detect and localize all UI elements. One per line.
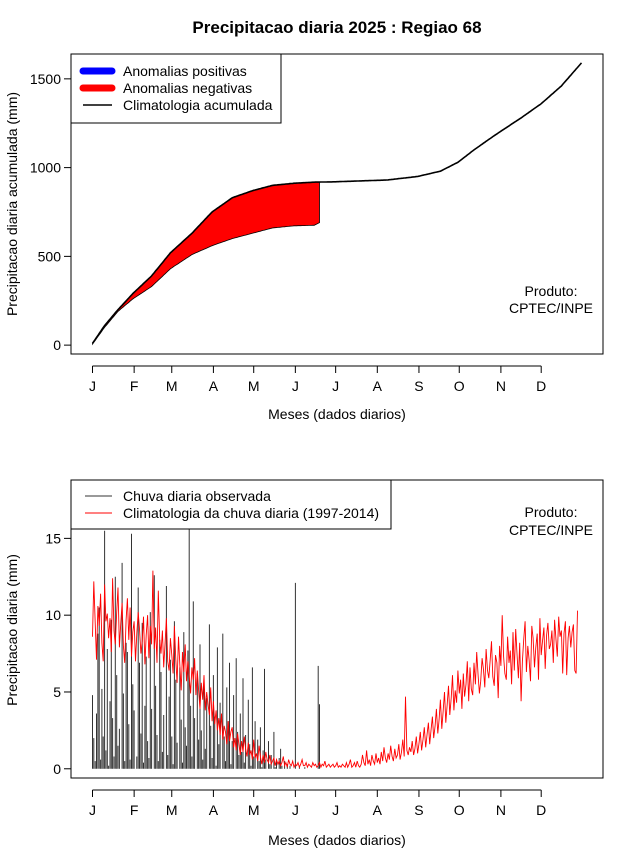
x-daily-tick-label: J (332, 802, 339, 818)
x-cumulative-tick-label: D (536, 378, 546, 394)
y-cumulative-tick-label: 1000 (30, 160, 61, 176)
x-cumulative-tick-label: J (89, 378, 96, 394)
x-cumulative-tick-label: M (166, 378, 178, 394)
x-cumulative-tick-label: A (209, 378, 219, 394)
product-value-cumulative: CPTEC/INPE (509, 300, 593, 316)
legend-daily: Chuva diaria observada Climatologia da c… (70, 479, 392, 530)
legend-negative-label: Anomalias negativas (123, 80, 252, 96)
x-axis-title-daily: Meses (dados diarios) (268, 832, 406, 848)
legend-cumulative: Anomalias positivas Anomalias negativas … (70, 53, 282, 124)
x-cumulative-tick-label: S (414, 378, 423, 394)
anomaly-area-group (92, 181, 320, 346)
legend-positive-label: Anomalias positivas (123, 63, 247, 79)
y-daily-tick-label: 5 (53, 684, 61, 700)
y-axis-title-daily: Precipitacao diaria (mm) (4, 554, 20, 706)
x-daily-tick-label: O (454, 802, 465, 818)
x-cumulative-tick-label: N (496, 378, 506, 394)
y-cumulative-tick-label: 500 (38, 248, 62, 264)
negative-anomaly-area (92, 181, 320, 346)
daily-climatology-line (92, 570, 578, 769)
y-daily-tick-label: 15 (45, 530, 61, 546)
y-axis-cumulative: 0 500 1000 1500 (30, 71, 72, 353)
product-value-daily: CPTEC/INPE (509, 522, 593, 538)
y-cumulative-tick-label: 1500 (30, 71, 61, 87)
x-daily-tick-label: M (248, 802, 260, 818)
x-daily-tick-label: F (130, 802, 139, 818)
x-daily-tick-label: D (536, 802, 546, 818)
y-daily-tick-label: 10 (45, 607, 61, 623)
x-daily-tick-label: S (414, 802, 423, 818)
x-cumulative-tick-label: J (292, 378, 299, 394)
product-label-daily: Produto: (525, 504, 578, 520)
x-daily-tick-label: N (496, 802, 506, 818)
cumulative-climatology-line (91, 62, 583, 344)
x-cumulative-tick-label: J (332, 378, 339, 394)
y-cumulative-tick-label: 0 (53, 337, 61, 353)
x-cumulative-tick-label: F (130, 378, 139, 394)
product-label-cumulative: Produto: (525, 283, 578, 299)
x-daily-tick-label: J (292, 802, 299, 818)
y-daily-tick-label: 0 (53, 761, 61, 777)
legend-climatology-label: Climatologia acumulada (123, 97, 273, 113)
cumulative-lines-group (91, 62, 583, 344)
y-axis-title-cumulative: Precipitacao diaria acumulada (mm) (4, 92, 20, 316)
x-daily-tick-label: A (373, 802, 383, 818)
y-axis-daily: 0 5 10 15 (45, 530, 72, 777)
x-cumulative-tick-label: O (454, 378, 465, 394)
x-daily-tick-label: J (89, 802, 96, 818)
legend-daily-climatology-label: Climatologia da chuva diaria (1997-2014) (123, 505, 379, 521)
x-cumulative-tick-label: M (248, 378, 260, 394)
x-daily-tick-label: M (166, 802, 178, 818)
chart-title: Precipitacao diaria 2025 : Regiao 68 (192, 18, 481, 37)
x-cumulative-tick-label: A (373, 378, 383, 394)
x-daily-tick-label: A (209, 802, 219, 818)
daily-climatology-group (92, 570, 578, 769)
legend-observed-label: Chuva diaria observada (123, 488, 271, 504)
daily-bars-group (92, 529, 320, 769)
x-axis-title-cumulative: Meses (dados diarios) (268, 406, 406, 422)
panel-daily: 0 5 10 15 J F M A M J J A S O N D Precipitacao diaria … (4, 479, 604, 848)
legend-daily-box (70, 479, 392, 530)
panel-cumulative: 0 500 1000 1500 J F M A M J J A S O N D Precipitacao d… (4, 53, 604, 422)
